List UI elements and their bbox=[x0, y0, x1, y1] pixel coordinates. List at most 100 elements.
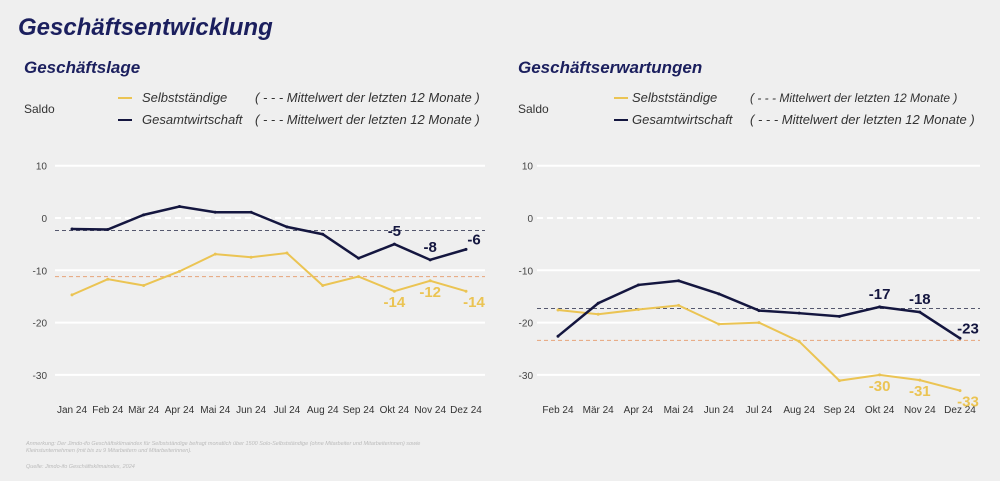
x-tick-label: Mai 24 bbox=[200, 405, 230, 416]
data-point bbox=[428, 279, 432, 283]
x-tick-label: Feb 24 bbox=[92, 405, 124, 416]
data-point bbox=[428, 258, 432, 262]
data-point bbox=[556, 334, 560, 338]
y-tick-label: -10 bbox=[519, 266, 534, 277]
y-tick-label: -10 bbox=[33, 266, 48, 277]
data-point bbox=[918, 310, 922, 314]
data-point bbox=[677, 303, 681, 307]
legend-selbst: Selbstständige bbox=[142, 90, 228, 105]
data-label: -5 bbox=[388, 223, 401, 240]
source: Quelle: Jimdo-ifo Geschäftsklimaindex, 2… bbox=[26, 464, 135, 470]
data-point bbox=[878, 373, 882, 377]
x-tick-label: Okt 24 bbox=[865, 405, 895, 416]
series-line-gesamt bbox=[71, 205, 467, 262]
data-point bbox=[357, 256, 361, 260]
x-tick-label: Mär 24 bbox=[583, 405, 615, 416]
data-point bbox=[556, 308, 560, 312]
legend-gesamt: Gesamtwirtschaft bbox=[142, 112, 243, 127]
legend-swatch-gesamt bbox=[614, 119, 628, 121]
x-tick-label: Okt 24 bbox=[380, 405, 410, 416]
x-tick-label: Apr 24 bbox=[624, 405, 654, 416]
data-point bbox=[392, 242, 396, 246]
data-label: -6 bbox=[467, 231, 480, 248]
x-tick-label: Jun 24 bbox=[236, 405, 266, 416]
chart-title-lage: Geschäftslage bbox=[24, 58, 141, 77]
x-tick-label: Sep 24 bbox=[824, 405, 856, 416]
ylabel-erwartungen: Saldo bbox=[518, 102, 549, 116]
data-point bbox=[636, 308, 640, 312]
y-tick-label: 0 bbox=[41, 214, 47, 225]
data-point bbox=[213, 252, 217, 256]
x-tick-label: Feb 24 bbox=[542, 405, 574, 416]
data-point bbox=[392, 289, 396, 293]
legend-mean-gesamt: ( - - - Mittelwert der letzten 12 Monate… bbox=[255, 112, 480, 127]
footnote: Anmerkung: Der Jimdo-ifo Geschäftsklimai… bbox=[26, 441, 421, 454]
data-point bbox=[918, 378, 922, 382]
legend-selbst: Selbstständige bbox=[632, 90, 718, 105]
data-point bbox=[464, 247, 468, 251]
legend-swatch-selbst bbox=[614, 97, 628, 99]
data-point bbox=[717, 292, 721, 296]
y-tick-label: -30 bbox=[519, 371, 534, 382]
x-tick-label: Jan 24 bbox=[57, 405, 87, 416]
x-tick-label: Aug 24 bbox=[783, 405, 815, 416]
data-label: -30 bbox=[869, 378, 891, 395]
data-point bbox=[717, 322, 721, 326]
data-label: -31 bbox=[909, 383, 931, 400]
data-point bbox=[757, 321, 761, 325]
data-label: -8 bbox=[424, 239, 437, 256]
data-point bbox=[106, 277, 110, 281]
y-tick-label: 0 bbox=[527, 214, 533, 225]
y-tick-label: 10 bbox=[36, 162, 48, 173]
data-point bbox=[837, 314, 841, 318]
x-tick-label: Nov 24 bbox=[414, 405, 446, 416]
data-point bbox=[285, 225, 289, 229]
data-point bbox=[958, 336, 962, 340]
page-title: Geschäftsentwicklung bbox=[18, 14, 273, 41]
data-point bbox=[285, 251, 289, 255]
data-point bbox=[596, 312, 600, 316]
data-label: -33 bbox=[957, 394, 979, 411]
y-tick-label: -20 bbox=[33, 319, 48, 330]
data-point bbox=[958, 389, 962, 393]
x-tick-label: Sep 24 bbox=[343, 405, 375, 416]
ylabel-lage: Saldo bbox=[24, 102, 55, 116]
x-tick-label: Jun 24 bbox=[704, 405, 734, 416]
data-point bbox=[321, 283, 325, 287]
x-tick-label: Nov 24 bbox=[904, 405, 936, 416]
x-tick-label: Dez 24 bbox=[944, 405, 976, 416]
data-point bbox=[213, 210, 217, 214]
data-label: -17 bbox=[869, 286, 891, 303]
data-point bbox=[142, 213, 146, 217]
legend-mean-selbst: ( - - - Mittelwert der letzten 12 Monate… bbox=[255, 90, 480, 105]
y-tick-label: -20 bbox=[519, 319, 534, 330]
x-tick-label: Dez 24 bbox=[450, 405, 482, 416]
data-point bbox=[177, 269, 181, 273]
x-tick-label: Aug 24 bbox=[307, 405, 339, 416]
data-point bbox=[797, 311, 801, 315]
x-tick-label: Jul 24 bbox=[274, 405, 301, 416]
legend-gesamt: Gesamtwirtschaft bbox=[632, 112, 733, 127]
data-point bbox=[596, 301, 600, 305]
data-point bbox=[797, 339, 801, 343]
data-point bbox=[177, 204, 181, 208]
data-point bbox=[70, 293, 74, 297]
x-tick-label: Mär 24 bbox=[128, 405, 160, 416]
x-tick-label: Mai 24 bbox=[664, 405, 694, 416]
series-line-selbst bbox=[71, 251, 467, 296]
data-point bbox=[464, 289, 468, 293]
y-tick-label: -30 bbox=[33, 371, 48, 382]
data-point bbox=[757, 309, 761, 313]
y-tick-label: 10 bbox=[522, 162, 534, 173]
data-label: -14 bbox=[463, 294, 485, 311]
data-label: -14 bbox=[384, 294, 406, 311]
data-point bbox=[249, 210, 253, 214]
data-point bbox=[142, 283, 146, 287]
data-point bbox=[249, 255, 253, 259]
data-point bbox=[357, 275, 361, 279]
data-point bbox=[636, 283, 640, 287]
data-label: -23 bbox=[957, 320, 979, 337]
data-point bbox=[70, 227, 74, 231]
data-point bbox=[837, 379, 841, 383]
